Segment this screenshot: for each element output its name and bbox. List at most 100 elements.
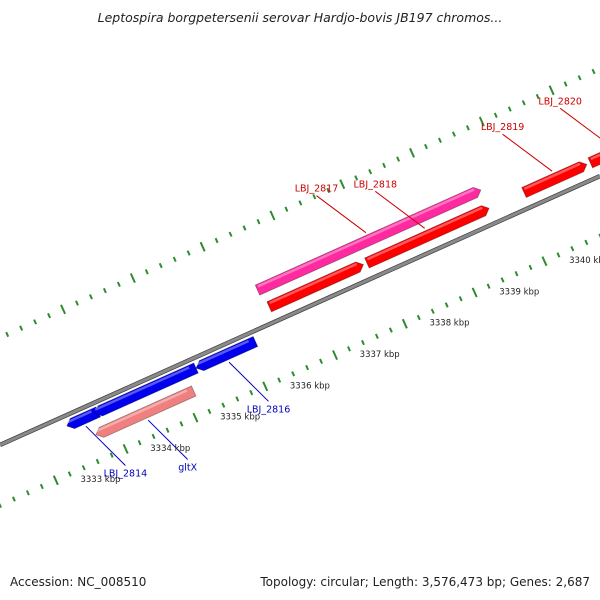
- inner-tick-mark: [235, 396, 240, 402]
- inner-tick-mark: [486, 283, 491, 289]
- gene-arrow[interactable]: [194, 335, 259, 373]
- gene-arrow[interactable]: [65, 406, 102, 431]
- outer-tick-mark: [326, 187, 331, 194]
- gene-label-leader: [85, 425, 126, 466]
- inner-tick-mark: [52, 475, 59, 486]
- outer-tick-mark: [368, 168, 373, 175]
- outer-tick-mark: [563, 81, 568, 87]
- labels-layer: LBJ_2814 gltX LBJ_2816 LBJ_2817 LBJ_2818 LBJ_…: [85, 96, 600, 480]
- chromosome-backbone-layer: [0, 173, 600, 448]
- inner-tick-mark: [249, 389, 254, 396]
- outer-tick-mark: [577, 75, 582, 81]
- gene-label: LBJ_2814: [104, 469, 148, 480]
- outer-tick-mark: [548, 85, 555, 96]
- scale-label: 3338 kbp: [429, 319, 469, 329]
- inner-tick-mark: [0, 503, 2, 509]
- outer-tick-mark: [396, 156, 401, 162]
- gene-arrow[interactable]: [94, 385, 197, 440]
- inner-tick-mark: [430, 308, 435, 314]
- inner-tick-mark: [151, 433, 156, 440]
- inner-tick-mark: [416, 314, 421, 321]
- gene-label: LBJ_2816: [247, 404, 291, 415]
- outer-tick-mark: [88, 294, 93, 300]
- gene-label-leader: [559, 107, 600, 139]
- outer-tick-mark: [144, 269, 149, 275]
- inner-tick-mark: [109, 452, 114, 458]
- outer-tick-mark: [269, 210, 276, 221]
- inner-tick-mark: [179, 421, 184, 427]
- chromosome-backbone: [0, 174, 600, 447]
- inner-tick-mark: [305, 364, 310, 371]
- outer-tick-mark: [242, 225, 247, 231]
- outer-tick-mark: [47, 312, 52, 319]
- gene-arrow[interactable]: [266, 260, 366, 313]
- genome-summary-text: Topology: circular; Length: 3,576,473 bp…: [260, 575, 590, 589]
- inner-tick-mark: [137, 440, 142, 446]
- outer-tick-mark: [298, 200, 303, 206]
- outer-tick-mark: [507, 106, 512, 112]
- gene-arrow[interactable]: [364, 203, 492, 269]
- outer-tick-mark: [591, 68, 596, 75]
- gene-arrow[interactable]: [587, 137, 600, 169]
- inner-tick-mark: [192, 412, 199, 423]
- outer-tick-mark: [129, 273, 136, 284]
- inner-tick-mark: [458, 296, 463, 302]
- outer-tick-ring: [5, 68, 596, 338]
- inner-tick-mark: [332, 350, 339, 361]
- gene-label: LBJ_2818: [354, 179, 398, 190]
- inner-tick-mark: [25, 490, 30, 496]
- inner-tick-mark: [500, 277, 505, 283]
- outer-tick-mark: [214, 237, 219, 244]
- outer-tick-mark: [60, 304, 67, 315]
- inner-tick-mark: [514, 271, 519, 277]
- gene-arrow[interactable]: [254, 185, 483, 296]
- outer-tick-mark: [228, 231, 233, 237]
- inner-tick-mark: [471, 287, 478, 298]
- inner-tick-mark: [291, 371, 296, 377]
- inner-tick-mark: [374, 333, 379, 339]
- inner-tick-mark: [528, 264, 533, 271]
- gene-arrow[interactable]: [93, 362, 199, 418]
- outer-tick-mark: [19, 325, 24, 331]
- scale-label: 3339 kbp: [499, 287, 539, 297]
- outer-tick-mark: [409, 147, 416, 158]
- gene-label: gltX: [178, 463, 197, 474]
- inner-tick-mark: [360, 339, 365, 346]
- outer-tick-mark: [478, 116, 485, 127]
- outer-tick-mark: [424, 143, 428, 150]
- inner-tick-mark: [165, 427, 170, 433]
- inner-tick-mark: [388, 327, 393, 333]
- outer-tick-mark: [199, 241, 206, 252]
- outer-tick-mark: [33, 319, 38, 325]
- scale-label: 3334 kbp: [150, 444, 190, 454]
- inner-tick-mark: [207, 408, 212, 415]
- scale-label: 3337 kbp: [360, 350, 400, 360]
- gene-label: LBJ_2817: [295, 184, 339, 195]
- scale-label: 3335 kbp: [220, 413, 260, 423]
- inner-tick-mark: [570, 245, 575, 252]
- outer-tick-mark: [451, 131, 456, 137]
- outer-tick-mark: [5, 331, 10, 338]
- outer-tick-mark: [186, 250, 191, 256]
- inner-tick-mark: [81, 465, 86, 471]
- map-title: Leptospira borgpetersenii serovar Hardjo…: [97, 10, 503, 25]
- outer-tick-mark: [172, 256, 177, 262]
- inner-tick-mark: [319, 358, 324, 365]
- gene-label: LBJ_2819: [481, 122, 525, 133]
- outer-tick-mark: [284, 206, 289, 212]
- genes-layer: [65, 137, 600, 440]
- gene-label: LBJ_2820: [538, 96, 582, 107]
- inner-tick-mark: [444, 302, 449, 308]
- outer-tick-mark: [535, 93, 540, 100]
- gene-arrow[interactable]: [521, 159, 589, 199]
- outer-tick-mark: [75, 300, 79, 306]
- outer-tick-mark: [437, 137, 442, 144]
- inner-tick-mark: [39, 483, 44, 490]
- inner-tick-mark: [221, 402, 226, 408]
- scale-labels-layer: 3333 kbp 3334 kbp 3335 kbp 3336 kbp 3337 kbp…: [80, 256, 600, 485]
- outer-tick-mark: [116, 281, 121, 288]
- inner-tick-mark: [401, 318, 408, 329]
- outer-tick-mark: [102, 287, 107, 294]
- gene-label-leader: [147, 419, 189, 460]
